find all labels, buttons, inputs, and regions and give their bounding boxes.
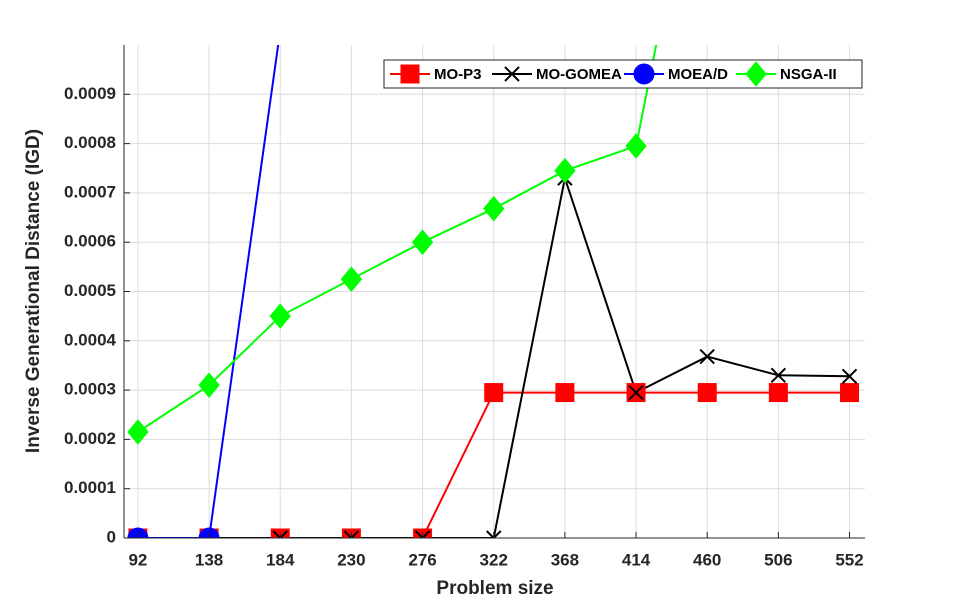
x-tick-label: 322 [480, 550, 508, 569]
y-tick-label: 0.0004 [64, 330, 117, 349]
legend-label: NSGA-II [780, 66, 837, 83]
x-tick-label: 276 [408, 550, 436, 569]
legend-item: MO-P3 [390, 64, 482, 84]
marker [768, 383, 788, 403]
marker [697, 383, 717, 403]
y-tick-label: 0.0003 [64, 380, 116, 399]
marker [504, 66, 520, 82]
y-tick-label: 0.0006 [64, 232, 116, 251]
y-tick-label: 0.0007 [64, 182, 116, 201]
marker [628, 384, 644, 401]
marker [340, 266, 363, 292]
x-tick-label: 460 [693, 550, 721, 569]
legend-item: NSGA-II [736, 61, 837, 87]
x-tick-label: 138 [195, 550, 223, 569]
y-tick-label: 0.0009 [64, 84, 116, 103]
marker [555, 383, 575, 403]
marker [269, 303, 291, 329]
y-tick-label: 0.0001 [64, 478, 116, 497]
marker [483, 195, 505, 222]
x-tick-label: 184 [266, 550, 295, 569]
x-tick-label: 92 [128, 550, 147, 569]
marker [745, 61, 767, 87]
legend-label: MO-P3 [434, 66, 482, 83]
legend-label: MOEA/D [668, 66, 728, 83]
marker [400, 64, 420, 84]
marker [633, 63, 655, 85]
series-line [137, 45, 280, 538]
marker [343, 530, 360, 538]
marker [414, 530, 431, 538]
marker [699, 348, 715, 365]
x-tick-label: 230 [337, 550, 365, 569]
y-tick-label: 0.0002 [64, 429, 116, 448]
series-line [137, 174, 850, 538]
y-tick-label: 0 [107, 527, 116, 546]
marker [484, 383, 504, 403]
x-axis-label: Problem size [436, 578, 553, 599]
y-axis-label: Inverse Generational Distance (IGD) [23, 129, 44, 453]
marker [127, 419, 149, 445]
x-tick-label: 414 [622, 550, 651, 569]
legend-item: MO-GOMEA [492, 66, 622, 83]
marker [554, 157, 576, 184]
marker [486, 530, 502, 538]
x-tick-label: 506 [764, 550, 792, 569]
marker [198, 372, 220, 398]
legend-item: MOEA/D [624, 63, 728, 85]
marker [841, 368, 858, 385]
marker [270, 20, 290, 40]
marker [770, 367, 787, 384]
marker [840, 383, 860, 403]
marker [411, 229, 434, 255]
y-tick-label: 0.0008 [64, 133, 116, 152]
marker [272, 530, 288, 538]
legend-label: MO-GOMEA [536, 66, 622, 83]
legend-box [383, 59, 863, 89]
x-tick-label: 552 [835, 550, 863, 569]
x-tick-label: 368 [551, 550, 579, 569]
marker [625, 133, 647, 159]
y-tick-label: 0.0005 [64, 281, 116, 300]
